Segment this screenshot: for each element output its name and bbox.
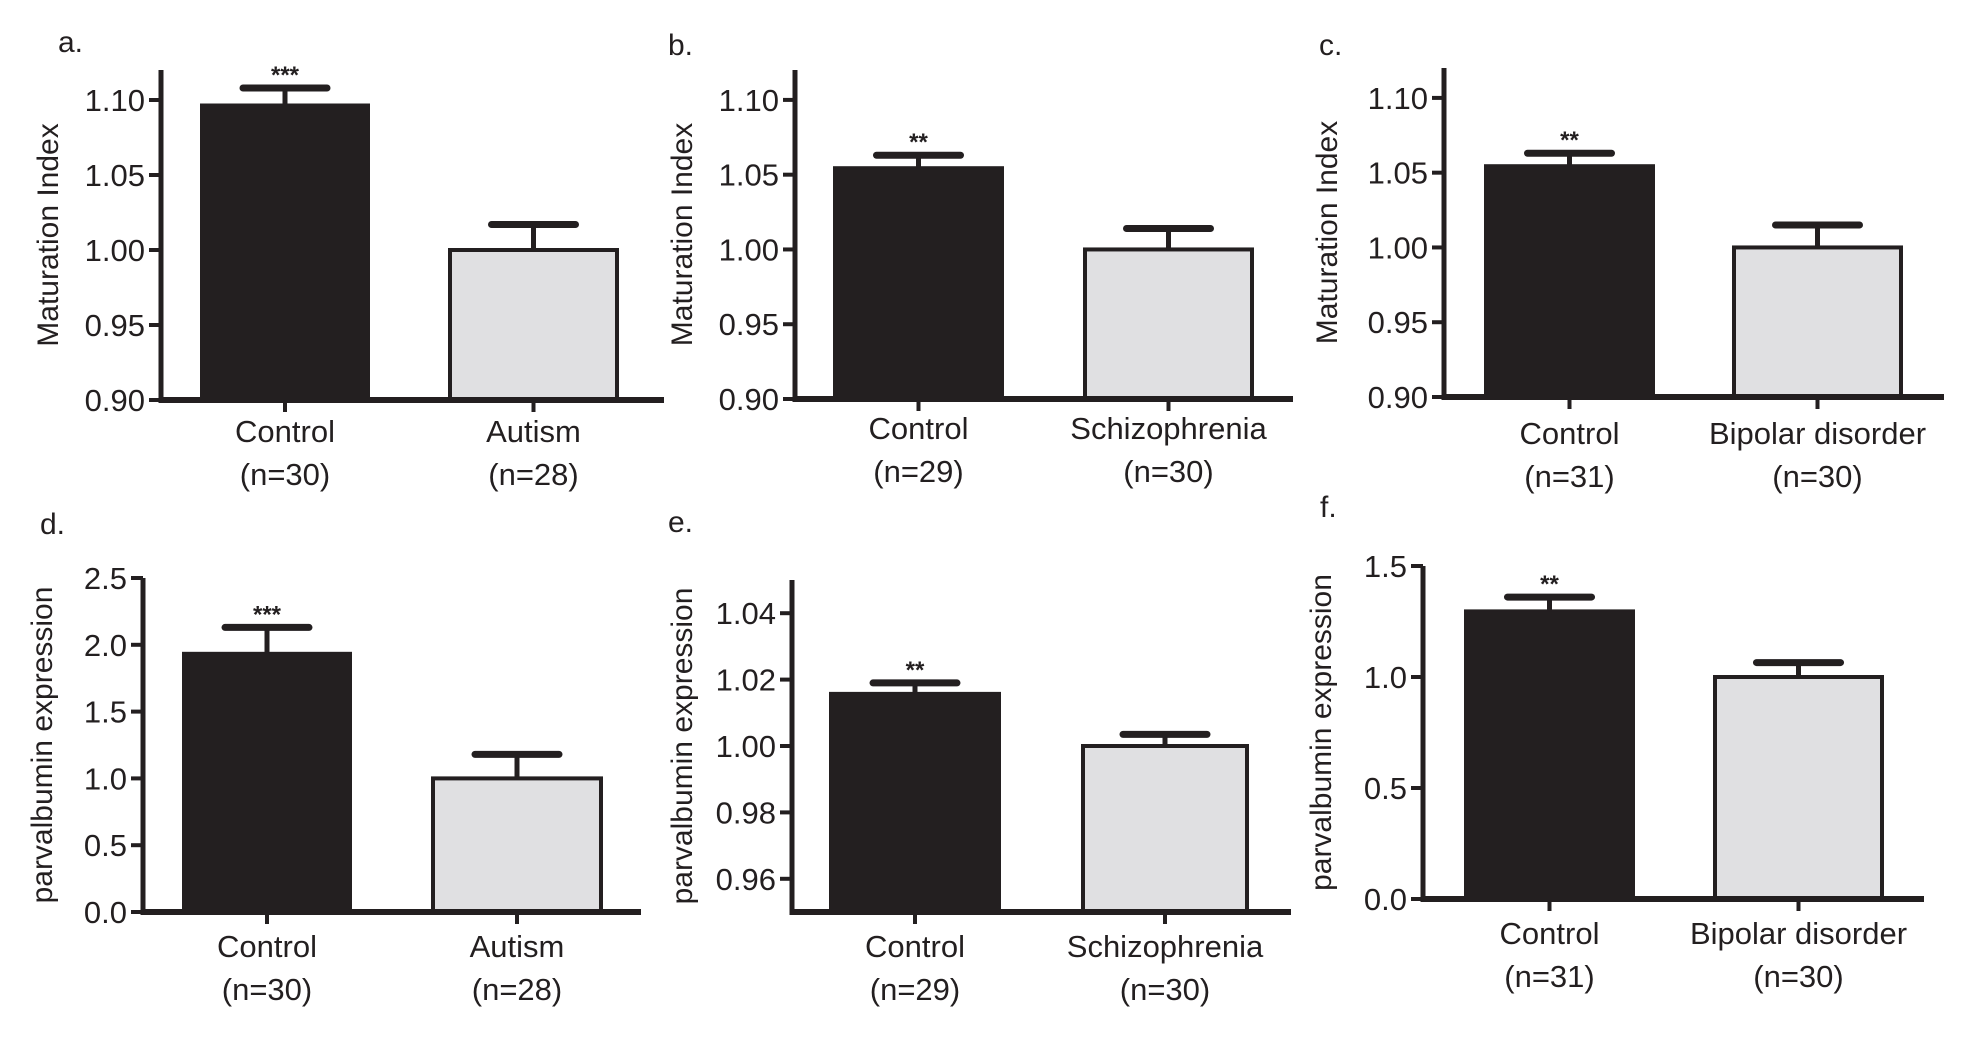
significance-marker: ***: [271, 62, 300, 89]
x-sample-size-label: (n=30): [1123, 454, 1213, 489]
y-axis-title: parvalbumin expression: [666, 588, 699, 905]
x-sample-size-label: (n=30): [1772, 459, 1862, 494]
x-sample-size-label: (n=30): [240, 457, 330, 492]
y-tick-label: 1.00: [719, 232, 779, 267]
x-sample-size-label: (n=30): [1753, 959, 1843, 994]
y-tick-label: 1.02: [716, 663, 776, 698]
x-category-label: Control: [869, 411, 969, 446]
y-axis-title: parvalbumin expression: [1305, 574, 1338, 891]
y-tick-label: 1.5: [84, 695, 127, 730]
chart-panel-f: f. parvalbumin expression 0.0 0.5 1.0 1.5 ** Co…: [1305, 491, 1924, 994]
y-tick-label: 0.90: [85, 383, 145, 418]
y-tick-label: 0.0: [84, 895, 127, 930]
significance-marker: **: [909, 129, 928, 156]
x-category-label: Control: [1520, 416, 1620, 451]
x-category-label: Control: [1500, 916, 1600, 951]
x-sample-size-label: (n=31): [1524, 459, 1614, 494]
bar-schizophrenia: [1081, 744, 1249, 914]
x-sample-size-label: (n=30): [1120, 972, 1210, 1007]
y-tick-label: 1.05: [1368, 156, 1428, 191]
bar-autism: [431, 776, 603, 915]
x-category-label: Control: [217, 929, 317, 964]
significance-marker: **: [1560, 127, 1579, 154]
y-tick-label: 0.5: [1364, 771, 1407, 806]
bar-control: [829, 691, 1001, 913]
y-axis-title: parvalbumin expression: [26, 587, 59, 904]
chart-panel-d: d. parvalbumin expression 0.0 0.5 1.0 1.5 2.0 2…: [26, 508, 641, 1007]
bar-bipolar-disorder: [1713, 675, 1884, 901]
bar-control: [200, 103, 370, 401]
y-tick-label: 2.0: [84, 628, 127, 663]
chart-panel-e: e. parvalbumin expression 0.96 0.98 1.00 1.02…: [666, 506, 1291, 1007]
x-category-label: Autism: [486, 414, 581, 449]
significance-marker: **: [906, 657, 925, 684]
y-axis-title: Maturation Index: [666, 123, 699, 346]
chart-panel-b: b. Maturation Index 0.90 0.95 1.00 1.05 1.10 **…: [666, 29, 1293, 489]
x-sample-size-label: (n=31): [1504, 959, 1594, 994]
x-sample-size-label: (n=29): [870, 972, 960, 1007]
x-category-label: Autism: [470, 929, 565, 964]
x-sample-size-label: (n=29): [873, 454, 963, 489]
y-tick-label: 1.5: [1364, 549, 1407, 584]
panel-label: d.: [40, 508, 65, 541]
y-tick-label: 0.96: [716, 862, 776, 897]
y-tick-label: 1.04: [716, 596, 776, 631]
y-tick-label: 2.5: [84, 561, 127, 596]
y-tick-label: 1.00: [716, 729, 776, 764]
y-tick-label: 0.95: [1368, 305, 1428, 340]
y-tick-label: 0.98: [716, 795, 776, 830]
x-sample-size-label: (n=28): [472, 972, 562, 1007]
panel-label: b.: [668, 29, 693, 62]
significance-marker: **: [1540, 571, 1559, 598]
y-tick-label: 1.10: [1368, 81, 1428, 116]
bar-control: [1464, 609, 1635, 901]
y-tick-label: 0.5: [84, 828, 127, 863]
y-tick-label: 1.05: [85, 158, 145, 193]
y-tick-label: 1.10: [85, 83, 145, 118]
y-tick-label: 1.00: [85, 233, 145, 268]
x-sample-size-label: (n=30): [222, 972, 312, 1007]
bar-control: [182, 651, 352, 913]
y-tick-label: 0.95: [85, 308, 145, 343]
bar-control: [1484, 164, 1655, 398]
y-tick-label: 0.90: [719, 382, 779, 417]
x-category-label: Schizophrenia: [1067, 929, 1264, 964]
y-tick-label: 1.10: [719, 83, 779, 118]
y-axis-title: Maturation Index: [1311, 121, 1344, 344]
bar-control: [833, 166, 1004, 400]
y-tick-label: 0.0: [1364, 882, 1407, 917]
x-category-label: Control: [865, 929, 965, 964]
bar-schizophrenia: [1083, 247, 1254, 401]
chart-panel-c: c. Maturation Index 0.90 0.95 1.00 1.05 1.10 **…: [1311, 29, 1944, 494]
panel-label: f.: [1320, 491, 1337, 524]
x-category-label: Bipolar disorder: [1709, 416, 1926, 451]
y-tick-label: 1.00: [1368, 230, 1428, 265]
x-sample-size-label: (n=28): [488, 457, 578, 492]
y-tick-label: 0.90: [1368, 380, 1428, 415]
x-category-label: Bipolar disorder: [1690, 916, 1907, 951]
x-category-label: Schizophrenia: [1070, 411, 1267, 446]
significance-marker: ***: [253, 601, 282, 628]
y-axis-title: Maturation Index: [32, 123, 65, 346]
chart-panel-a: a. Maturation Index 0.90 0.95 1.00 1.05 1.10 **…: [32, 26, 664, 492]
y-tick-label: 1.0: [84, 761, 127, 796]
y-tick-label: 1.0: [1364, 660, 1407, 695]
bar-bipolar-disorder: [1732, 245, 1903, 399]
panel-label: a.: [58, 26, 83, 59]
panel-label: c.: [1319, 29, 1342, 62]
y-tick-label: 0.95: [719, 307, 779, 342]
x-category-label: Control: [235, 414, 335, 449]
y-tick-label: 1.05: [719, 158, 779, 193]
bar-autism: [448, 248, 619, 402]
panel-label: e.: [668, 506, 693, 539]
